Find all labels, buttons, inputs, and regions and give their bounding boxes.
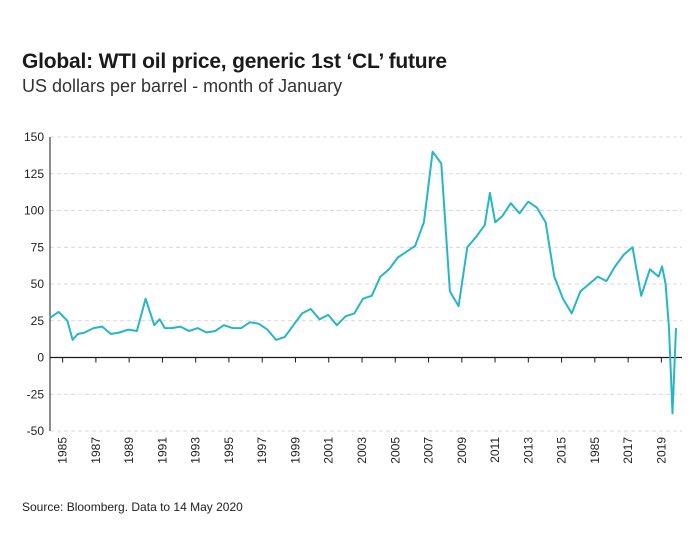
x-tick-label: 2003 [355, 437, 369, 464]
x-tick-label: 1991 [155, 437, 169, 464]
y-tick-labels: 150 125 100 75 50 25 0 -25 -50 [24, 130, 44, 438]
grid-lines [50, 136, 682, 432]
x-tick-label: 1997 [255, 437, 269, 464]
x-tick-label: 1995 [222, 437, 236, 464]
chart-subtitle: US dollars per barrel - month of January [22, 76, 343, 96]
x-tick-label: 2017 [621, 437, 635, 464]
y-tick-label: 150 [24, 130, 44, 144]
y-tick-label: 50 [31, 277, 45, 291]
x-tick-label: 1999 [288, 437, 302, 464]
x-tick-label: 1985 [588, 437, 602, 464]
x-tick-label: 2019 [654, 437, 668, 464]
y-tick-label: 100 [24, 204, 44, 218]
x-tick-label: 2009 [455, 437, 469, 464]
y-tick-label: 125 [24, 167, 44, 181]
x-tick-label: 2001 [322, 437, 336, 464]
y-tick-label: -25 [27, 387, 45, 401]
x-tick-label: 1989 [122, 437, 136, 464]
axes [49, 137, 682, 431]
x-tick-labels: 1985 1987 1989 1991 1993 1995 1997 1999 2001 2003… [56, 357, 668, 464]
chart-title: Global: WTI oil price, generic 1st ‘CL’ … [22, 50, 447, 73]
x-tick-label: 1987 [89, 437, 103, 464]
series-layer [49, 150, 677, 415]
y-tick-label: 75 [31, 240, 45, 254]
x-tick-label: 1985 [56, 437, 70, 464]
x-tick-label: 2007 [422, 437, 436, 464]
y-tick-label: 0 [37, 351, 44, 365]
x-tick-label: 2013 [521, 437, 535, 464]
x-tick-label: 2011 [488, 437, 502, 463]
y-tick-label: 25 [31, 314, 45, 328]
x-tick-label: 1993 [189, 437, 203, 464]
x-tick-label: 2015 [555, 437, 569, 464]
source-note: Source: Bloomberg. Data to 14 May 2020 [22, 500, 243, 514]
x-tick-label: 2005 [388, 437, 402, 464]
wti-price-line [49, 150, 677, 415]
y-tick-label: -50 [27, 424, 45, 438]
